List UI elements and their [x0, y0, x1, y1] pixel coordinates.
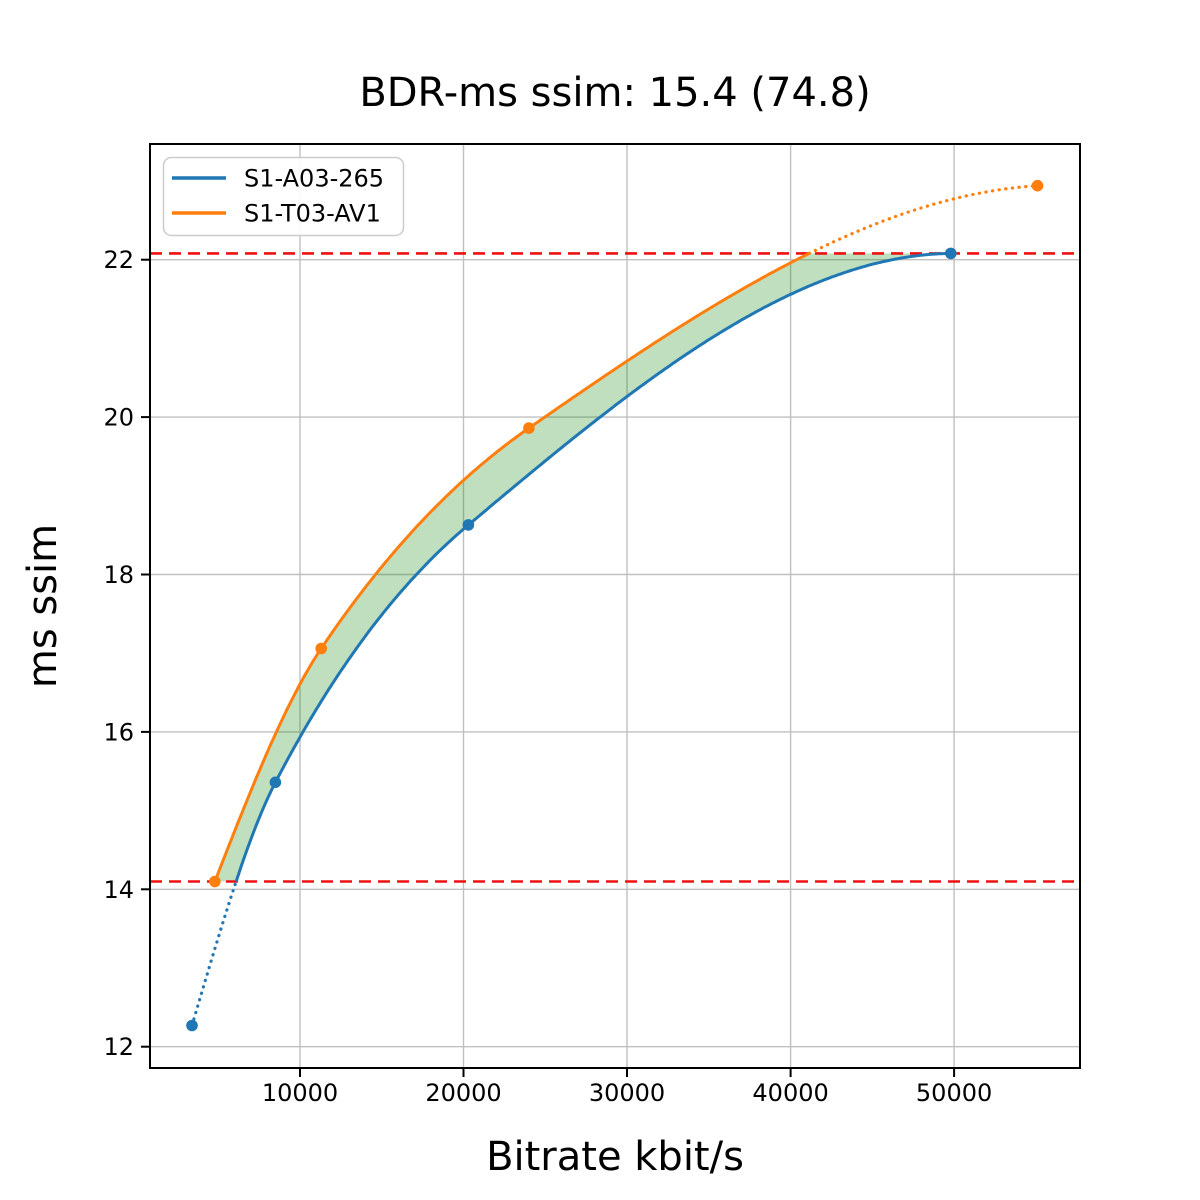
y-tick-label: 20	[103, 404, 134, 432]
y-tick-label: 12	[103, 1033, 134, 1061]
y-tick-label: 22	[103, 246, 134, 274]
data-point-s1-t03-av1	[209, 875, 221, 888]
x-tick-label: 20000	[425, 1079, 501, 1107]
series-curve-solid-s1-a03-265	[234, 251, 951, 882]
plot-frame	[149, 143, 1081, 1069]
data-point-s1-a03-265	[945, 247, 957, 260]
axes-layer: 10000 20000 30000 40000 50000 12 14 16 18 20 22	[103, 143, 1081, 1107]
x-tick-label: 30000	[589, 1079, 665, 1107]
bd-shade-layer	[214, 253, 951, 882]
series-curve-solid-s1-t03-av1	[213, 251, 810, 883]
bd-bounds-layer	[150, 252, 1080, 883]
y-tick-label: 14	[103, 876, 134, 904]
legend: S1-A03-265 S1-T03-AV1	[162, 156, 405, 237]
data-point-s1-t03-av1	[1031, 179, 1044, 192]
y-tick-label: 18	[103, 561, 134, 589]
data-point-s1-t03-av1	[523, 422, 535, 434]
markers-layer	[186, 179, 1044, 1032]
data-point-s1-a03-265	[462, 519, 475, 531]
legend-label-s1-a03-265: S1-A03-265	[244, 165, 384, 193]
legend-label-s1-t03-av1: S1-T03-AV1	[244, 200, 381, 228]
series-curve-dotted-s1-a03-265	[190, 879, 238, 1028]
chart-title: BDR-ms ssim: 15.4 (74.8)	[359, 70, 870, 116]
data-point-s1-t03-av1	[315, 642, 328, 655]
bd-shade-region	[214, 253, 951, 882]
x-axis-label: Bitrate kbit/s	[486, 1134, 744, 1180]
grid-layer	[150, 144, 1080, 1068]
curves-layer	[190, 184, 1040, 1028]
data-point-s1-a03-265	[269, 776, 282, 789]
x-tick-label: 40000	[752, 1079, 828, 1107]
x-tick-label: 50000	[916, 1079, 992, 1107]
series-curve-dotted-s1-t03-av1	[807, 184, 1040, 255]
y-axis-label: ms ssim	[20, 524, 66, 688]
x-tick-label: 10000	[262, 1079, 338, 1107]
data-point-s1-a03-265	[186, 1019, 198, 1032]
y-tick-label: 16	[103, 718, 134, 746]
